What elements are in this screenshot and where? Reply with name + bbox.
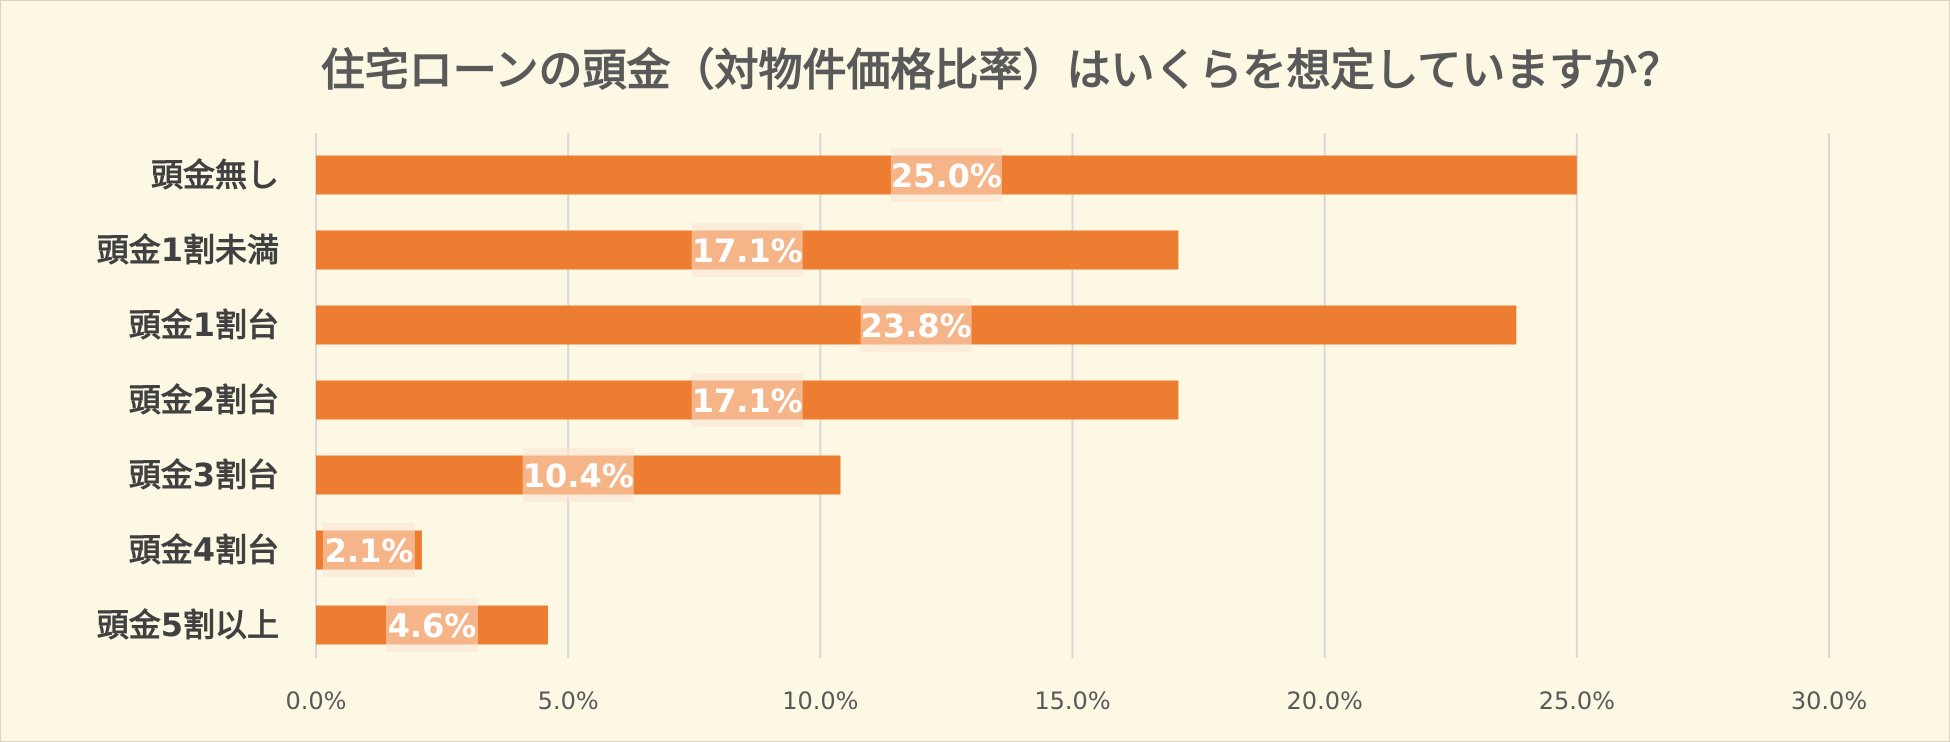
data-label-background: [860, 298, 972, 352]
data-label-background: [522, 448, 634, 502]
bars: [316, 155, 1577, 645]
data-label-background: [890, 148, 1002, 202]
data-label: 4.6%: [388, 607, 477, 645]
data-labels: 25.0% 17.1% 23.8% 17.1% 10.4% 2.1% 4.6%: [322, 148, 1002, 652]
category-label: 頭金4割台: [129, 531, 279, 569]
x-tick-label: 20.0%: [1287, 687, 1363, 715]
category-label: 頭金1割未満: [97, 231, 279, 269]
x-axis-tick-labels: 0.0% 5.0% 10.0% 15.0% 20.0% 25.0% 30.0%: [286, 687, 1868, 715]
x-tick-label: 0.0%: [286, 687, 347, 715]
data-label: 17.1%: [692, 232, 803, 270]
x-tick-label: 10.0%: [782, 687, 858, 715]
x-tick-label: 5.0%: [538, 687, 599, 715]
x-tick-label: 15.0%: [1034, 687, 1110, 715]
data-label: 25.0%: [891, 157, 1002, 195]
data-label-background: [385, 598, 478, 652]
x-tick-label: 25.0%: [1539, 687, 1615, 715]
chart-title: 住宅ローンの頭金（対物件価格比率）はいくらを想定していますか？: [321, 45, 1681, 96]
category-label: 頭金5割以上: [97, 606, 279, 644]
category-label: 頭金1割台: [129, 306, 279, 344]
data-label-background: [691, 223, 803, 277]
data-label: 17.1%: [692, 382, 803, 420]
data-label: 2.1%: [325, 532, 414, 570]
category-label: 頭金2割台: [129, 381, 279, 419]
category-label: 頭金無し: [151, 156, 279, 194]
data-label-background: [322, 523, 415, 577]
data-label: 10.4%: [523, 457, 634, 495]
category-label: 頭金3割台: [129, 456, 279, 494]
data-label-background: [691, 373, 803, 427]
x-tick-label: 30.0%: [1791, 687, 1867, 715]
data-label: 23.8%: [861, 307, 972, 345]
